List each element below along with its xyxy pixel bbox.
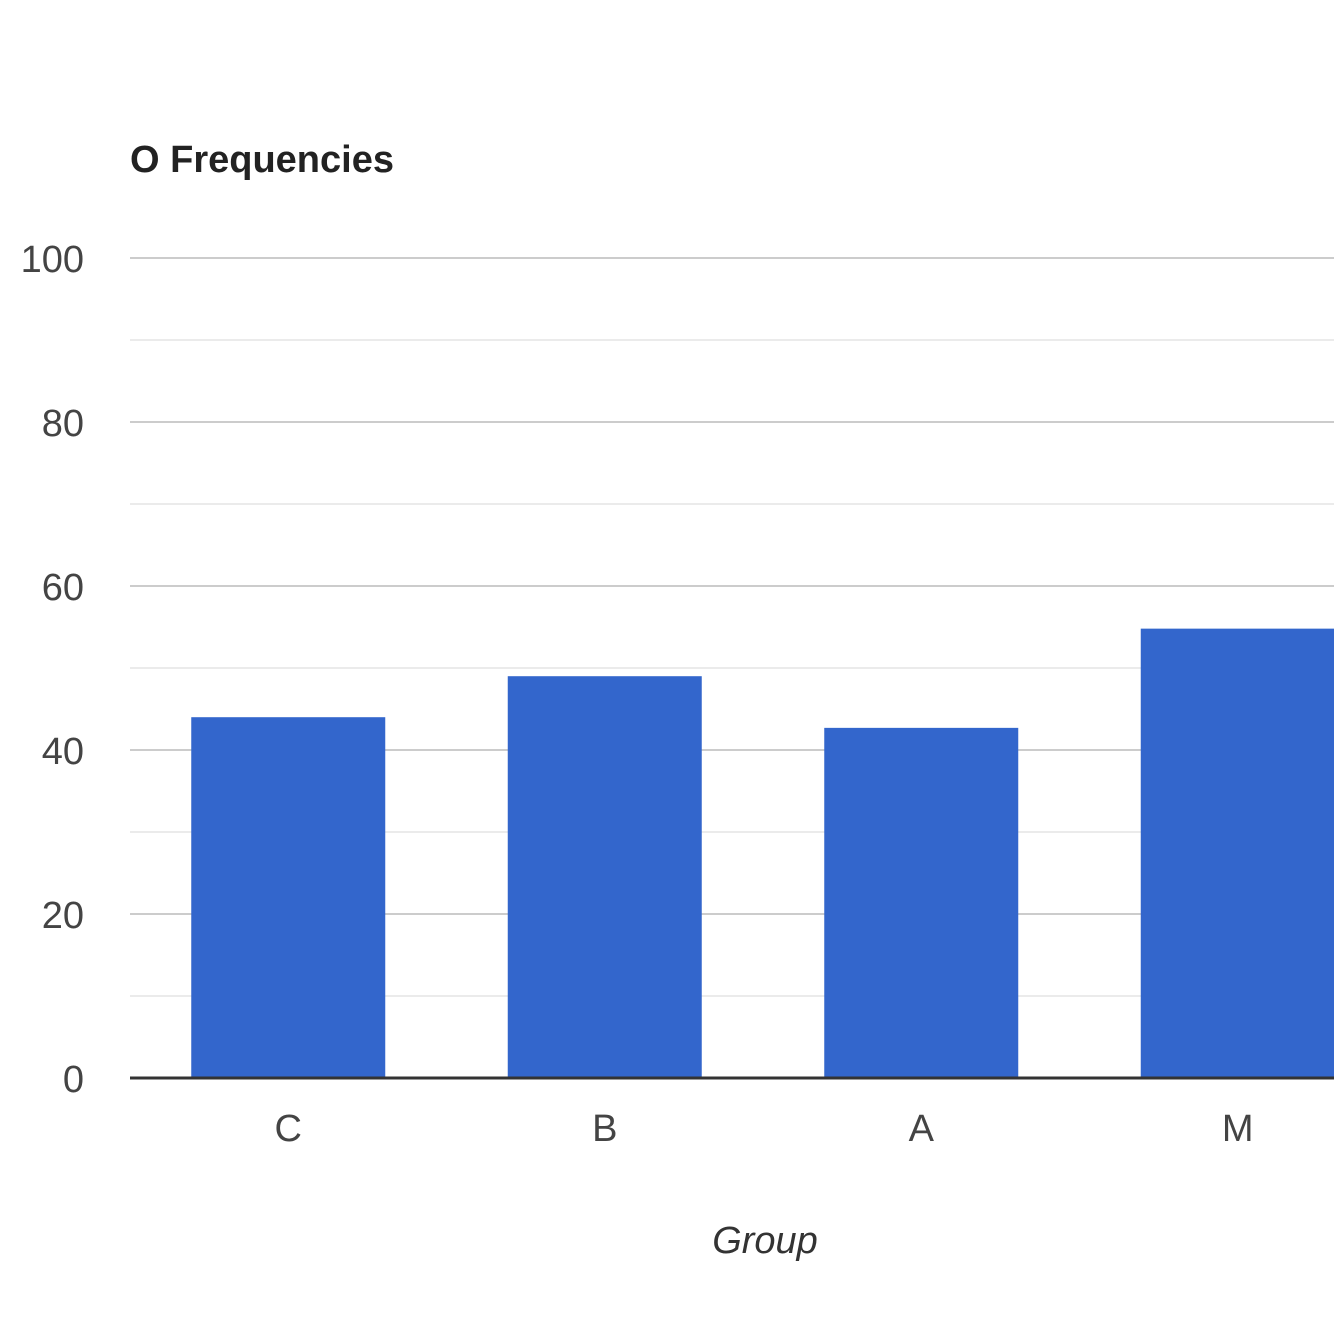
x-tick-label: A <box>909 1108 935 1150</box>
y-tick-label: 80 <box>42 403 84 445</box>
y-tick-label: 60 <box>42 567 84 609</box>
bar-b[interactable] <box>507 676 702 1078</box>
bar-c[interactable] <box>191 717 386 1078</box>
bar-a[interactable] <box>824 727 1019 1078</box>
y-tick-label: 20 <box>42 895 84 937</box>
x-tick-label: B <box>592 1108 617 1150</box>
y-tick-label: 100 <box>21 239 84 281</box>
bar-m[interactable] <box>1140 628 1334 1078</box>
x-tick-label: M <box>1222 1108 1254 1150</box>
bars <box>191 628 1334 1078</box>
y-tick-label: 40 <box>42 731 84 773</box>
y-tick-label: 0 <box>63 1059 84 1101</box>
x-tick-label: C <box>275 1108 302 1150</box>
y-tick-labels: 0 20 40 60 80 100 <box>21 239 84 1101</box>
chart-title: O Frequencies <box>130 139 394 181</box>
x-axis-title: Group <box>712 1220 818 1262</box>
